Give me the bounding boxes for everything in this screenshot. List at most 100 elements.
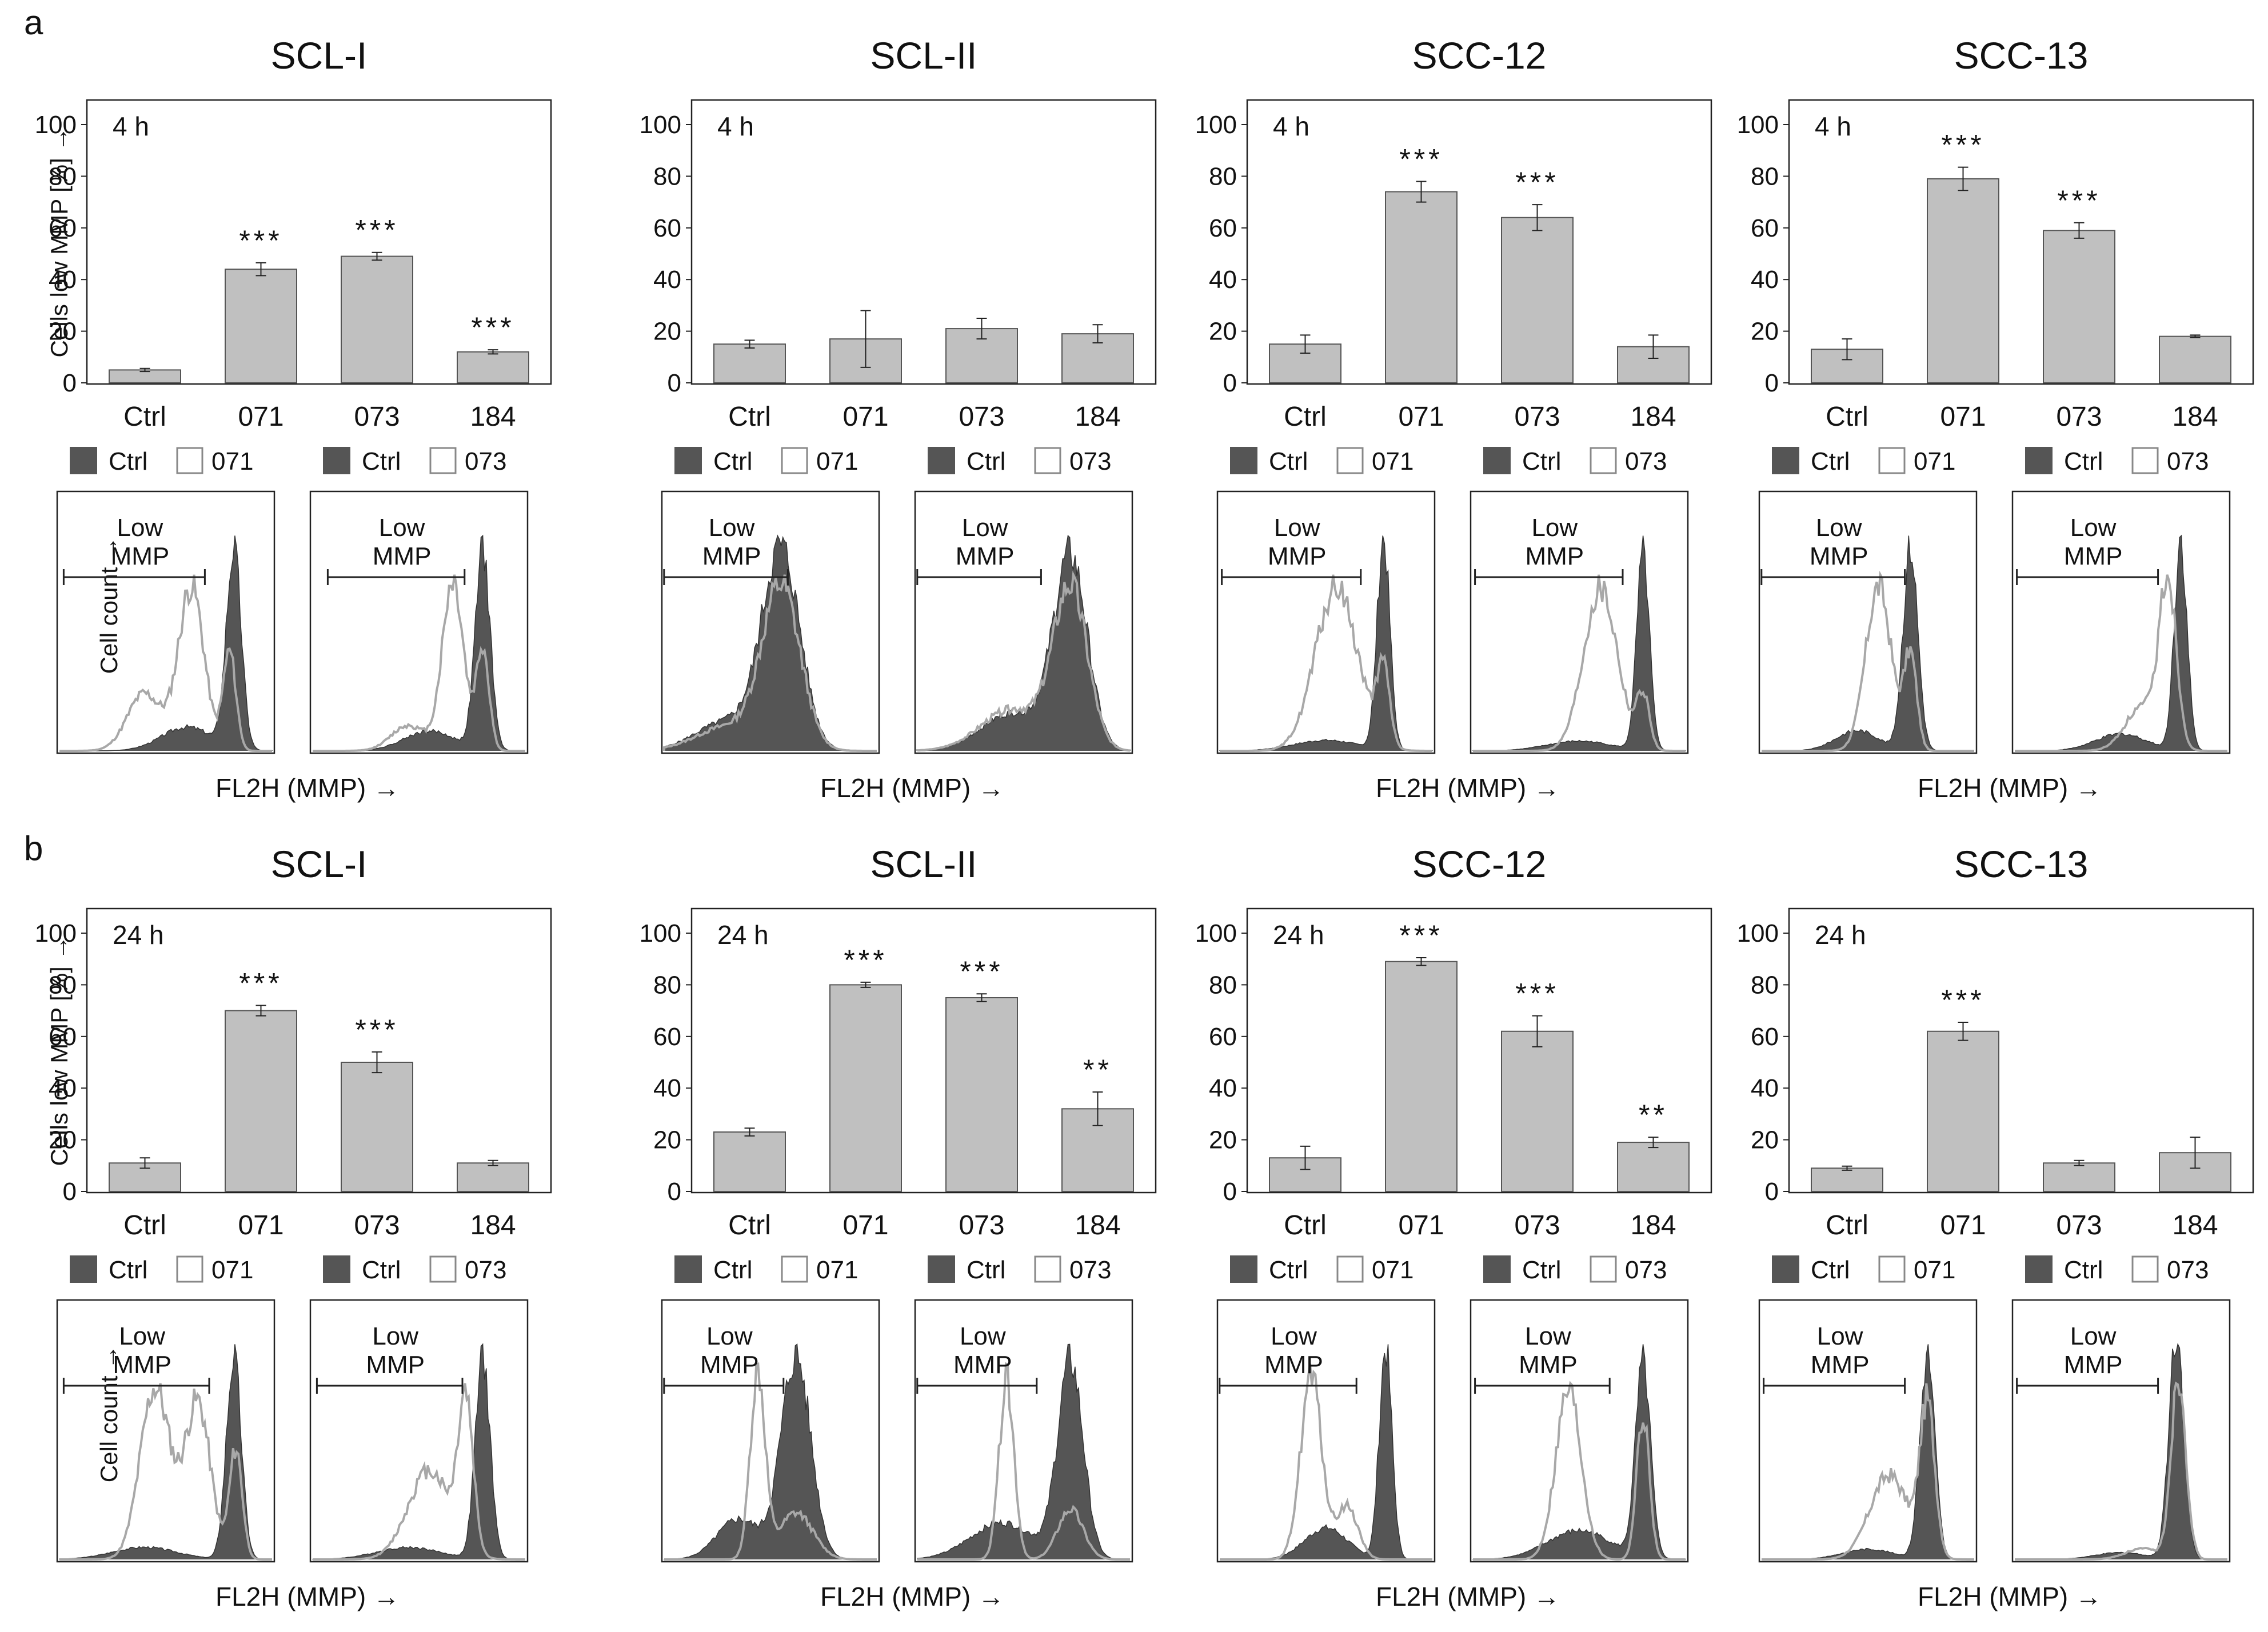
x-tick-label: 073 [959, 402, 1004, 432]
significance-marker: *** [1941, 129, 1984, 161]
cell-line-title: SCC-12 [1412, 843, 1547, 885]
y-tick-label: 100 [640, 111, 681, 139]
significance-marker: ** [1083, 1054, 1112, 1086]
treated-histogram [59, 1383, 272, 1561]
legend-ctrl-label: Ctrl [1811, 1256, 1850, 1284]
legend-ctrl-swatch [1483, 1255, 1511, 1283]
y-tick-label: 0 [1765, 1178, 1779, 1206]
ctrl-histogram [664, 1343, 877, 1560]
bar-073 [2043, 230, 2115, 383]
y-tick-label: 0 [668, 369, 681, 397]
histogram-frame [56, 1299, 275, 1563]
x-tick-label: Ctrl [728, 1210, 771, 1241]
y-tick-label: 60 [49, 1023, 77, 1051]
legend-treated-label: 071 [1914, 447, 1955, 475]
x-tick-label: 184 [1630, 1210, 1676, 1241]
significance-marker: *** [2057, 185, 2101, 217]
gate-label-mmp: MMP [953, 1351, 1012, 1379]
y-tick-label: 60 [653, 214, 681, 242]
ctrl-histogram [664, 534, 877, 751]
significance-marker: *** [355, 214, 398, 246]
histogram-frame [2011, 490, 2231, 754]
legend-treated-swatch [1878, 447, 1906, 474]
significance-marker: *** [844, 944, 887, 976]
legend-treated-label: 073 [465, 447, 506, 475]
ctrl-histogram [917, 534, 1131, 751]
cell-line-scc-12: SCC-12 4 h 0 20 40 60 80 100 Ctrl *** 071 *** 073 184… [1195, 34, 1712, 803]
bar-184 [2159, 335, 2231, 384]
legend-ctrl-label: Ctrl [1522, 447, 1561, 475]
y-tick-label: 20 [653, 1126, 681, 1154]
legend-ctrl-swatch [323, 447, 350, 474]
gate-label-mmp: MMP [373, 542, 432, 570]
x-tick-label: 073 [959, 1210, 1004, 1241]
treated-histogram [313, 574, 525, 752]
legend-ctrl-swatch [928, 447, 955, 474]
bar-184 [457, 351, 529, 384]
gate-label-mmp: MMP [366, 1351, 425, 1379]
bar-chart-frame [86, 99, 552, 385]
x-tick-label: Ctrl [1284, 402, 1327, 432]
legend-treated-swatch [176, 1255, 203, 1283]
y-tick-label: 100 [640, 919, 681, 947]
y-tick-label: 40 [653, 1074, 681, 1102]
y-tick-label: 80 [49, 162, 77, 190]
treated-histogram [313, 1383, 525, 1561]
gate-label-mmp: MMP [702, 542, 761, 570]
y-tick-label: 0 [63, 369, 77, 397]
gate-label-low: Low [1817, 1322, 1863, 1350]
hist-x-axis-label: FL2H (MMP) → [1918, 773, 2102, 803]
bar-chart-frame [1246, 99, 1712, 385]
bar-chart-frame [690, 99, 1157, 385]
treated-histogram [1220, 574, 1432, 752]
gate-label-low: Low [706, 1322, 753, 1350]
cell-line-scl-i: SCL-I 24 h 0 20 40 60 80 100 Ctrl *** 071 *** 073 184… [35, 843, 552, 1611]
time-label: 4 h [113, 111, 149, 141]
significance-marker: *** [1515, 978, 1559, 1010]
gate-label-low: Low [1816, 514, 1862, 542]
legend-treated-label: 071 [816, 447, 858, 475]
legend-treated-label: 071 [1372, 447, 1413, 475]
gate-label-low: Low [2070, 1322, 2117, 1350]
y-tick-label: 60 [1209, 214, 1237, 242]
x-tick-label: Ctrl [123, 402, 166, 432]
cell-line-title: SCL-II [870, 843, 977, 885]
legend-ctrl-label: Ctrl [109, 447, 147, 475]
x-tick-label: 071 [1940, 1210, 1986, 1241]
histogram-frame [1470, 1299, 1689, 1563]
legend-treated-label: 073 [1625, 1256, 1667, 1284]
legend-treated-swatch [781, 1255, 808, 1283]
legend-ctrl-label: Ctrl [967, 1256, 1005, 1284]
legend-ctrl-swatch [1772, 447, 1799, 474]
legend-treated-label: 073 [465, 1256, 506, 1284]
bar-071 [1385, 961, 1458, 1192]
gate-label-low: Low [119, 1322, 165, 1350]
cell-line-scc-13: SCC-13 24 h 0 20 40 60 80 100 Ctrl *** 071 073 184 Ct… [1737, 843, 2254, 1611]
bar-chart-frame [1246, 907, 1712, 1194]
bar-073 [1501, 217, 1574, 383]
treated-histogram [1220, 1363, 1432, 1561]
legend-ctrl-label: Ctrl [1811, 447, 1850, 475]
legend-treated-swatch [429, 1255, 457, 1283]
legend-treated-swatch [1590, 1255, 1617, 1283]
x-tick-label: 184 [1075, 1210, 1120, 1241]
legend-treated-swatch [176, 447, 203, 474]
treated-histogram [663, 574, 877, 752]
time-label: 4 h [1815, 111, 1851, 141]
treated-histogram [916, 570, 1131, 752]
gate-label-low: Low [1531, 514, 1578, 542]
histogram-frame [2011, 1299, 2231, 1563]
histogram-frame [914, 490, 1133, 754]
cell-line-scl-ii: SCL-II 24 h 0 20 40 60 80 100 Ctrl *** 071 *** 073 **… [640, 843, 1157, 1611]
y-tick-label: 0 [63, 1178, 77, 1206]
bar-184 [457, 1162, 529, 1193]
panel-b: b Cells low MMP [%] → Cell count → SCL-I 24 … [24, 829, 2254, 1611]
x-tick-label: 184 [1075, 402, 1120, 432]
hist-x-axis-label: FL2H (MMP) → [215, 773, 400, 803]
x-tick-label: 184 [2172, 1210, 2218, 1241]
